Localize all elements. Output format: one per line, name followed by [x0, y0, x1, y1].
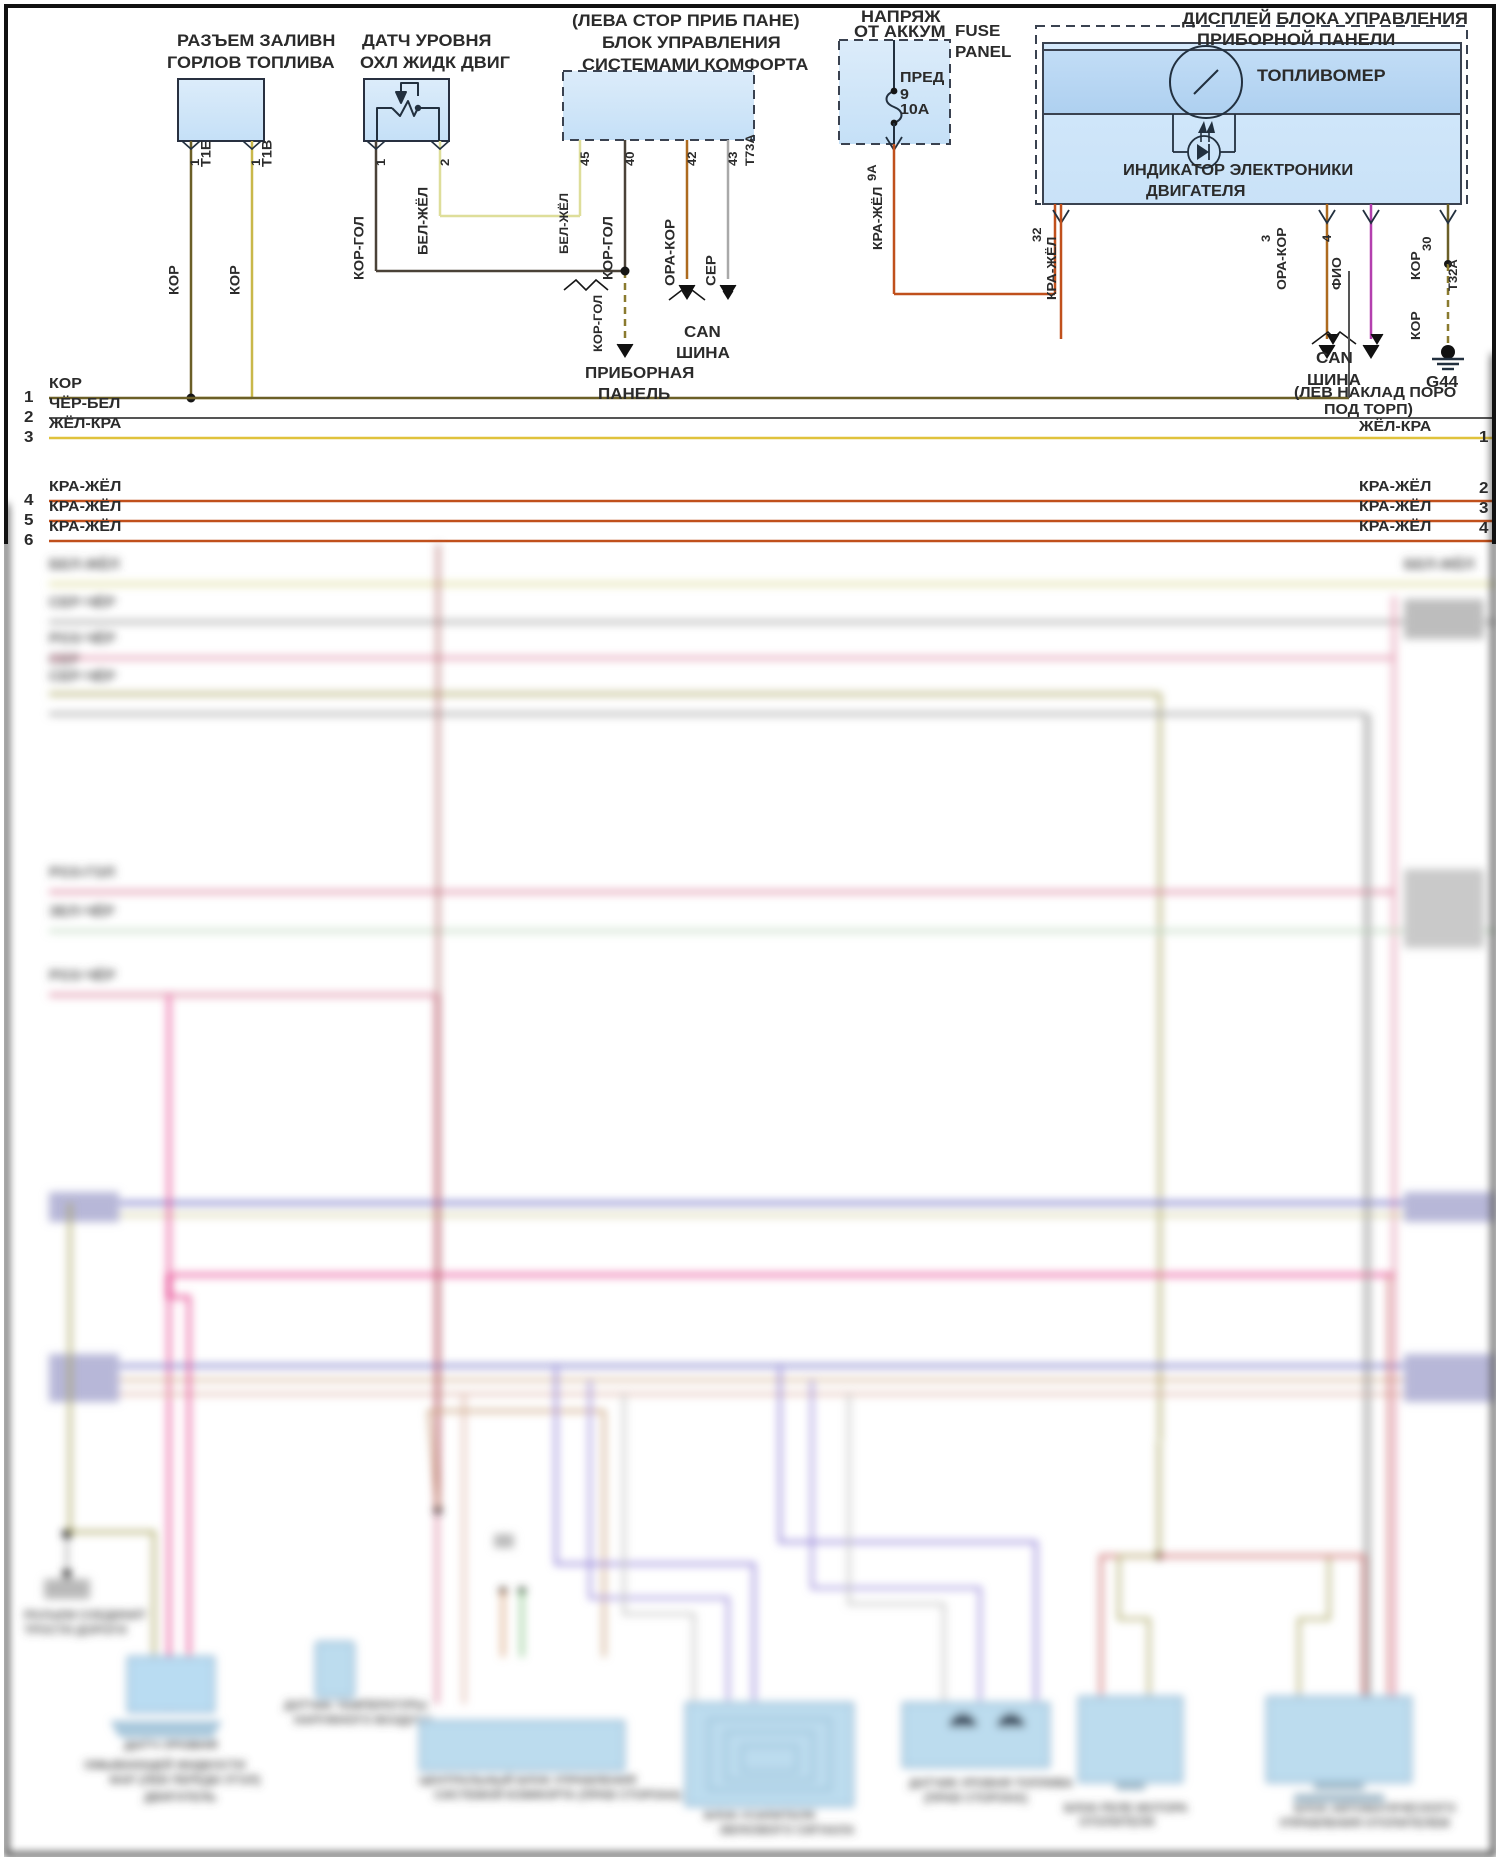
svg-text:БЕЛ-ЖЁЛ: БЕЛ-ЖЁЛ: [49, 556, 119, 573]
svg-text:БЛОК РЕЛЕ МОТОРА: БЛОК РЕЛЕ МОТОРА: [1064, 1801, 1188, 1815]
svg-text:РОЗ-ЧЁР: РОЗ-ЧЁР: [49, 967, 115, 984]
svg-text:СИСТЕМОЙ КОМФОРТА (ПРАВ СТОРОН: СИСТЕМОЙ КОМФОРТА (ПРАВ СТОРОНА): [434, 1787, 682, 1802]
svg-text:ОТОПИТЕЛЯ: ОТОПИТЕЛЯ: [1079, 1815, 1154, 1829]
svg-text:РОЗ-ЧЁР: РОЗ-ЧЁР: [49, 630, 115, 647]
svg-text:РАЗЪЕМ СОЕДИНИТ: РАЗЪЕМ СОЕДИНИТ: [24, 1608, 147, 1622]
svg-text:СЕР-ЧЁР: СЕР-ЧЁР: [49, 668, 115, 685]
svg-text:СЕР: СЕР: [49, 651, 80, 668]
svg-text:УПРАВЛЕНИЯ ОТОПИТЕЛЕМ: УПРАВЛЕНИЯ ОТОПИТЕЛЕМ: [1279, 1816, 1449, 1830]
svg-text:РОЗ-ГОЛ: РОЗ-ГОЛ: [49, 864, 115, 881]
svg-text:СЕР-ЧЁР: СЕР-ЧЁР: [49, 594, 115, 611]
svg-text:ЦЕНТРАЛЬНЫЙ БЛОК УПРАВЛЕНИЯ: ЦЕНТРАЛЬНЫЙ БЛОК УПРАВЛЕНИЯ: [419, 1772, 636, 1787]
svg-text:ДАТЧИК УРОВНЯ ТОПЛИВА: ДАТЧИК УРОВНЯ ТОПЛИВА: [909, 1776, 1074, 1790]
svg-text:(ПРАВ СТОРОНА): (ПРАВ СТОРОНА): [924, 1791, 1027, 1805]
svg-text:БЛОК УСИЛИТЕЛЯ: БЛОК УСИЛИТЕЛЯ: [704, 1808, 815, 1822]
svg-text:ДАТЧИК ТЕМПЕРАТУРЫ: ДАТЧИК ТЕМПЕРАТУРЫ: [284, 1698, 427, 1712]
svg-text:ДАТЧ УРОВНЯ: ДАТЧ УРОВНЯ: [124, 1737, 218, 1752]
svg-text:ЗЕЛ-ЧЁР: ЗЕЛ-ЧЁР: [49, 903, 115, 920]
svg-text:ДВИГАТЕЛЬ: ДВИГАТЕЛЬ: [144, 1790, 217, 1804]
svg-text:ТРОСТИ ДОРОГИ: ТРОСТИ ДОРОГИ: [24, 1623, 127, 1637]
svg-text:НАРУЖНОГО ВОЗДУХА: НАРУЖНОГО ВОЗДУХА: [294, 1713, 433, 1727]
svg-text:БЛОК АВТОМАТИЧЕСКОГО: БЛОК АВТОМАТИЧЕСКОГО: [1294, 1801, 1456, 1815]
svg-text:ОМЫВАЮЩЕЙ ЖИДКОСТИ: ОМЫВАЮЩЕЙ ЖИДКОСТИ: [84, 1757, 245, 1772]
svg-text:ФАР (ЛЕВ ПЕРЕДН УГОЛ): ФАР (ЛЕВ ПЕРЕДН УГОЛ): [109, 1773, 260, 1787]
svg-text:ЗВУКОВОГО СИГНАЛА: ЗВУКОВОГО СИГНАЛА: [719, 1823, 855, 1837]
svg-text:БЕЛ-ЖЁЛ: БЕЛ-ЖЁЛ: [1404, 556, 1474, 573]
